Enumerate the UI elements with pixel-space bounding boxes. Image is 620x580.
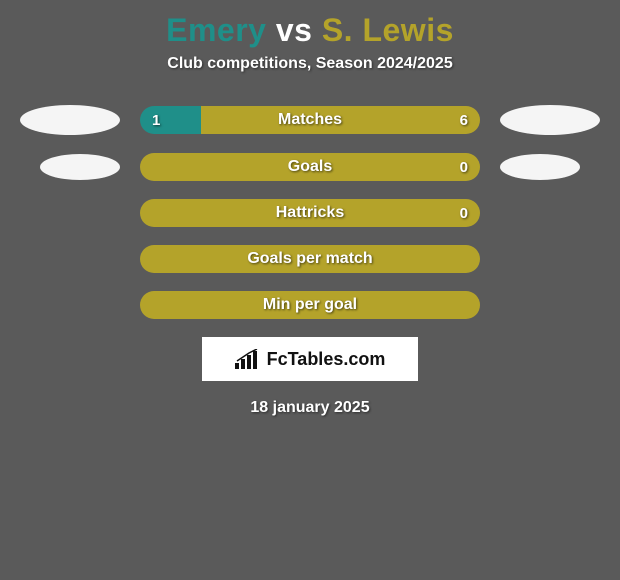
stats-container: 16Matches0Goals0HattricksGoals per match…: [0, 105, 620, 319]
logo-inner: FcTables.com: [235, 349, 386, 370]
logo-box[interactable]: FcTables.com: [202, 337, 418, 381]
stat-row: Goals per match: [0, 245, 620, 273]
stat-value-right: 0: [460, 159, 468, 176]
fill-player1: [140, 106, 201, 134]
player1-badge: [20, 105, 120, 135]
stat-bar: Min per goal: [140, 291, 480, 319]
bars-icon: [235, 349, 263, 369]
stat-value-left: 1: [152, 112, 160, 129]
comparison-title: Emery vs S. Lewis: [0, 0, 620, 55]
stat-bar: 16Matches: [140, 106, 480, 134]
player1-name: Emery: [166, 12, 266, 48]
stat-value-right: 6: [460, 112, 468, 129]
stat-row: 16Matches: [0, 105, 620, 135]
vs-text: vs: [276, 12, 313, 48]
player2-name: S. Lewis: [322, 12, 454, 48]
fill-player2: [201, 106, 480, 134]
fill-player2: [140, 199, 480, 227]
fill-player2: [140, 291, 480, 319]
logo-text: FcTables.com: [267, 349, 386, 370]
stat-bar: Goals per match: [140, 245, 480, 273]
stat-row: 0Goals: [0, 153, 620, 181]
player1-badge: [40, 154, 120, 180]
player2-badge: [500, 154, 580, 180]
stat-row: Min per goal: [0, 291, 620, 319]
fill-player2: [140, 153, 480, 181]
player2-badge: [500, 105, 600, 135]
stat-bar: 0Goals: [140, 153, 480, 181]
stat-value-right: 0: [460, 205, 468, 222]
stat-bar: 0Hattricks: [140, 199, 480, 227]
footer-date: 18 january 2025: [0, 399, 620, 417]
fill-player2: [140, 245, 480, 273]
stat-row: 0Hattricks: [0, 199, 620, 227]
subtitle-text: Club competitions, Season 2024/2025: [0, 55, 620, 73]
